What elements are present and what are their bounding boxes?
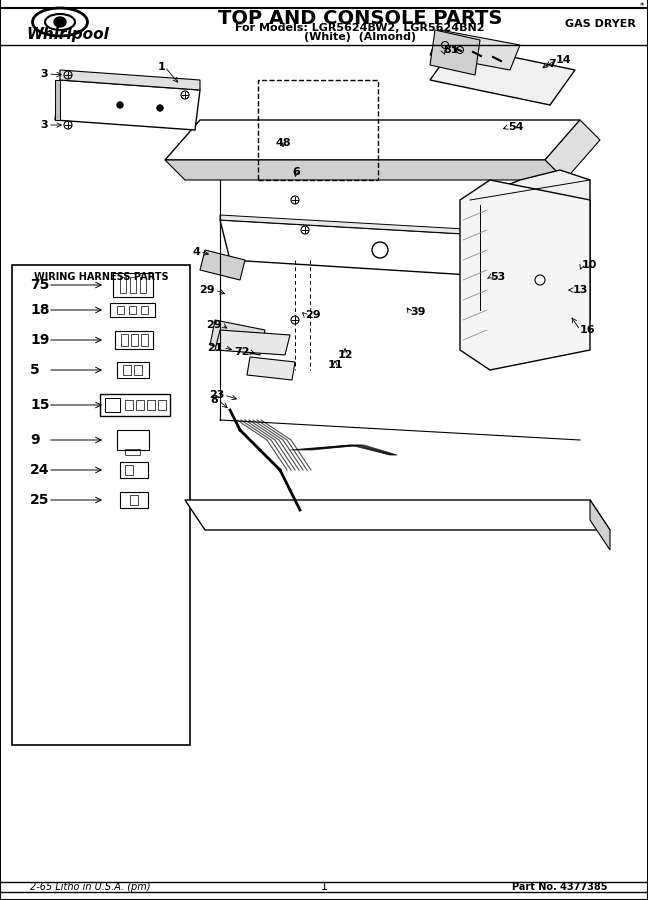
Polygon shape (247, 357, 295, 380)
Text: 53: 53 (490, 272, 505, 282)
Text: 9: 9 (30, 433, 40, 447)
Bar (141, 306, 148, 314)
Bar (134, 365, 142, 375)
Polygon shape (165, 120, 580, 160)
Bar (120, 492, 148, 508)
Text: 6: 6 (292, 167, 300, 177)
Text: 18: 18 (30, 303, 49, 317)
Text: 25: 25 (30, 493, 49, 507)
Text: *: * (640, 3, 644, 12)
Bar (140, 277, 146, 293)
Text: 54: 54 (508, 122, 524, 132)
Text: 39: 39 (410, 307, 426, 317)
Text: 21: 21 (207, 343, 223, 353)
Text: 24: 24 (30, 463, 49, 477)
Polygon shape (430, 30, 520, 70)
Bar (158, 400, 166, 410)
Bar (110, 303, 155, 317)
Bar (120, 462, 148, 478)
Bar (115, 331, 153, 349)
Text: 75: 75 (30, 278, 49, 292)
Text: 5: 5 (30, 363, 40, 377)
Polygon shape (220, 220, 570, 280)
Text: Whirlpool: Whirlpool (27, 26, 110, 41)
Text: 10: 10 (582, 260, 597, 270)
Text: (White)  (Almond): (White) (Almond) (304, 32, 416, 42)
Bar (129, 306, 136, 314)
Text: 4: 4 (192, 247, 200, 257)
Text: 19: 19 (30, 333, 49, 347)
Bar (12, 265, 190, 745)
Text: 1: 1 (157, 62, 165, 72)
Text: 29: 29 (200, 285, 215, 295)
Bar (130, 277, 136, 293)
Bar (117, 430, 149, 450)
Text: 2-65 Litho in U.S.A. (pm): 2-65 Litho in U.S.A. (pm) (30, 882, 150, 892)
Bar (121, 334, 128, 346)
Polygon shape (470, 170, 590, 340)
Text: 7: 7 (548, 59, 556, 69)
Text: 23: 23 (209, 390, 224, 400)
Polygon shape (460, 180, 590, 370)
Polygon shape (55, 80, 60, 120)
Text: 8: 8 (210, 395, 218, 405)
Bar (130, 495, 138, 505)
Bar (141, 334, 148, 346)
Polygon shape (55, 80, 200, 130)
Bar (136, 400, 144, 410)
Text: TOP AND CONSOLE PARTS: TOP AND CONSOLE PARTS (218, 8, 502, 28)
Polygon shape (185, 500, 610, 530)
Text: Part No. 4377385: Part No. 4377385 (513, 882, 608, 892)
Text: 14: 14 (556, 55, 572, 65)
Text: 81: 81 (443, 45, 459, 55)
Text: 12: 12 (337, 350, 353, 360)
Polygon shape (210, 320, 265, 355)
Bar (117, 362, 149, 378)
Polygon shape (215, 330, 290, 355)
Polygon shape (430, 30, 480, 75)
Text: 1: 1 (321, 882, 327, 892)
Text: 3: 3 (40, 120, 48, 130)
Text: GAS DRYER: GAS DRYER (564, 19, 636, 29)
Polygon shape (165, 160, 565, 180)
Polygon shape (200, 250, 245, 280)
Text: 72: 72 (235, 347, 250, 357)
Bar (117, 306, 124, 314)
Text: 48: 48 (275, 138, 291, 148)
Polygon shape (60, 70, 200, 90)
Bar (125, 465, 133, 475)
Polygon shape (430, 45, 575, 105)
Text: 16: 16 (580, 325, 596, 335)
Bar (125, 449, 140, 455)
Text: For Models: LGR5624BW2, LGR5624BN2: For Models: LGR5624BW2, LGR5624BN2 (235, 23, 485, 33)
Ellipse shape (54, 17, 66, 27)
Bar (120, 277, 126, 293)
Circle shape (157, 105, 163, 111)
Bar (113, 273, 153, 297)
Circle shape (117, 102, 123, 108)
Polygon shape (220, 215, 570, 240)
Polygon shape (545, 120, 600, 180)
Bar (125, 400, 133, 410)
Text: 13: 13 (573, 285, 588, 295)
Bar (131, 334, 138, 346)
Text: 29: 29 (206, 320, 222, 330)
Text: 11: 11 (327, 360, 343, 370)
Text: WIRING HARNESS PARTS: WIRING HARNESS PARTS (34, 272, 168, 282)
Text: 15: 15 (30, 398, 49, 412)
Polygon shape (590, 500, 610, 550)
Bar (258, 80, 378, 180)
Bar (123, 365, 131, 375)
Bar (105, 398, 120, 412)
Text: 29: 29 (305, 310, 321, 320)
Bar (147, 400, 155, 410)
Bar (100, 394, 170, 416)
Text: 3: 3 (40, 69, 48, 79)
